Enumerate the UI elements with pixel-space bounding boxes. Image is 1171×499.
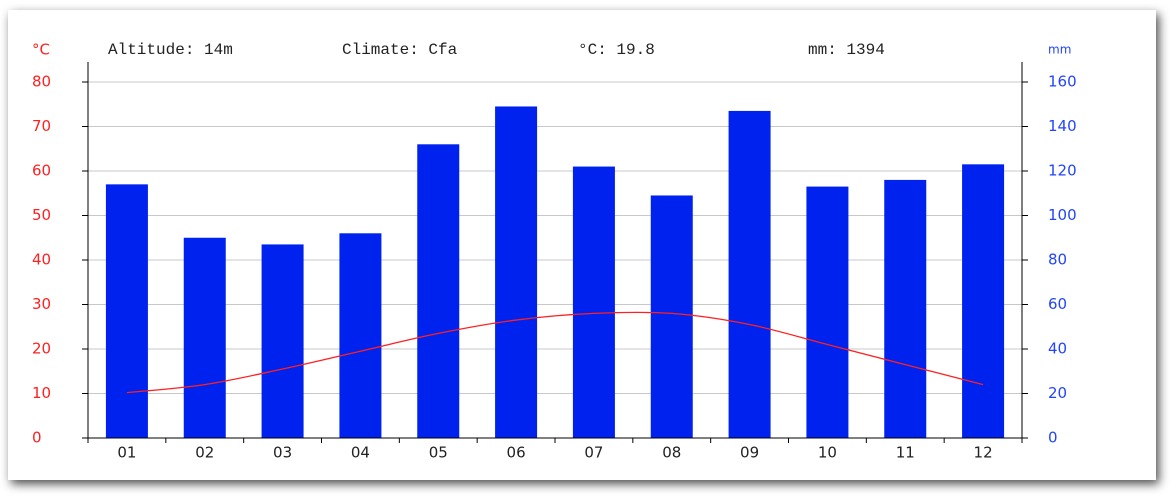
x-tick-label: 10 <box>818 444 837 462</box>
y2-tick-label: 160 <box>1048 73 1077 91</box>
bar <box>962 164 1005 438</box>
y-axis-label: °C <box>32 41 50 59</box>
bar <box>105 184 148 438</box>
x-tick-label: 01 <box>117 444 136 462</box>
x-tick-label: 07 <box>584 444 603 462</box>
y2-tick-label: 20 <box>1048 384 1067 402</box>
bar <box>495 106 538 438</box>
y-tick-label: 40 <box>32 251 51 269</box>
y-tick-label: 30 <box>32 295 51 313</box>
y2-tick-label: 120 <box>1048 162 1077 180</box>
y-tick-label: 50 <box>32 206 51 224</box>
x-tick-label: 03 <box>273 444 292 462</box>
y-tick-label: 70 <box>32 117 51 135</box>
annotation: Climate: Cfa <box>342 41 458 59</box>
y-tick-label: 60 <box>32 162 51 180</box>
bar <box>339 233 382 438</box>
y2-tick-label: 60 <box>1048 295 1067 313</box>
bar <box>806 186 849 438</box>
bar <box>650 195 693 438</box>
x-tick-label: 04 <box>351 444 370 462</box>
y2-tick-label: 80 <box>1048 251 1067 269</box>
annotation: mm: 1394 <box>808 41 885 59</box>
y2-tick-label: 40 <box>1048 340 1067 358</box>
annotation: Altitude: 14m <box>108 41 233 59</box>
bar <box>884 179 927 438</box>
y2-tick-label: 140 <box>1048 117 1077 135</box>
bar <box>417 144 460 439</box>
bar <box>261 244 304 438</box>
y-tick-label: 20 <box>32 340 51 358</box>
y2-axis-label: mm <box>1048 43 1071 57</box>
x-tick-label: 08 <box>662 444 681 462</box>
y-tick-label: 10 <box>32 384 51 402</box>
y2-tick-label: 100 <box>1048 206 1077 224</box>
bar <box>572 166 615 439</box>
x-tick-label: 05 <box>429 444 448 462</box>
x-tick-label: 09 <box>740 444 759 462</box>
y-tick-label: 0 <box>32 429 42 447</box>
annotation: °C: 19.8 <box>578 41 655 59</box>
x-tick-label: 02 <box>195 444 214 462</box>
y2-tick-label: 0 <box>1048 429 1058 447</box>
bar <box>728 110 771 439</box>
line <box>126 311 984 394</box>
x-tick-label: 11 <box>896 444 915 462</box>
bar <box>183 237 226 438</box>
x-tick-label: 06 <box>507 444 526 462</box>
x-tick-label: 12 <box>974 444 993 462</box>
y-tick-label: 80 <box>32 73 51 91</box>
